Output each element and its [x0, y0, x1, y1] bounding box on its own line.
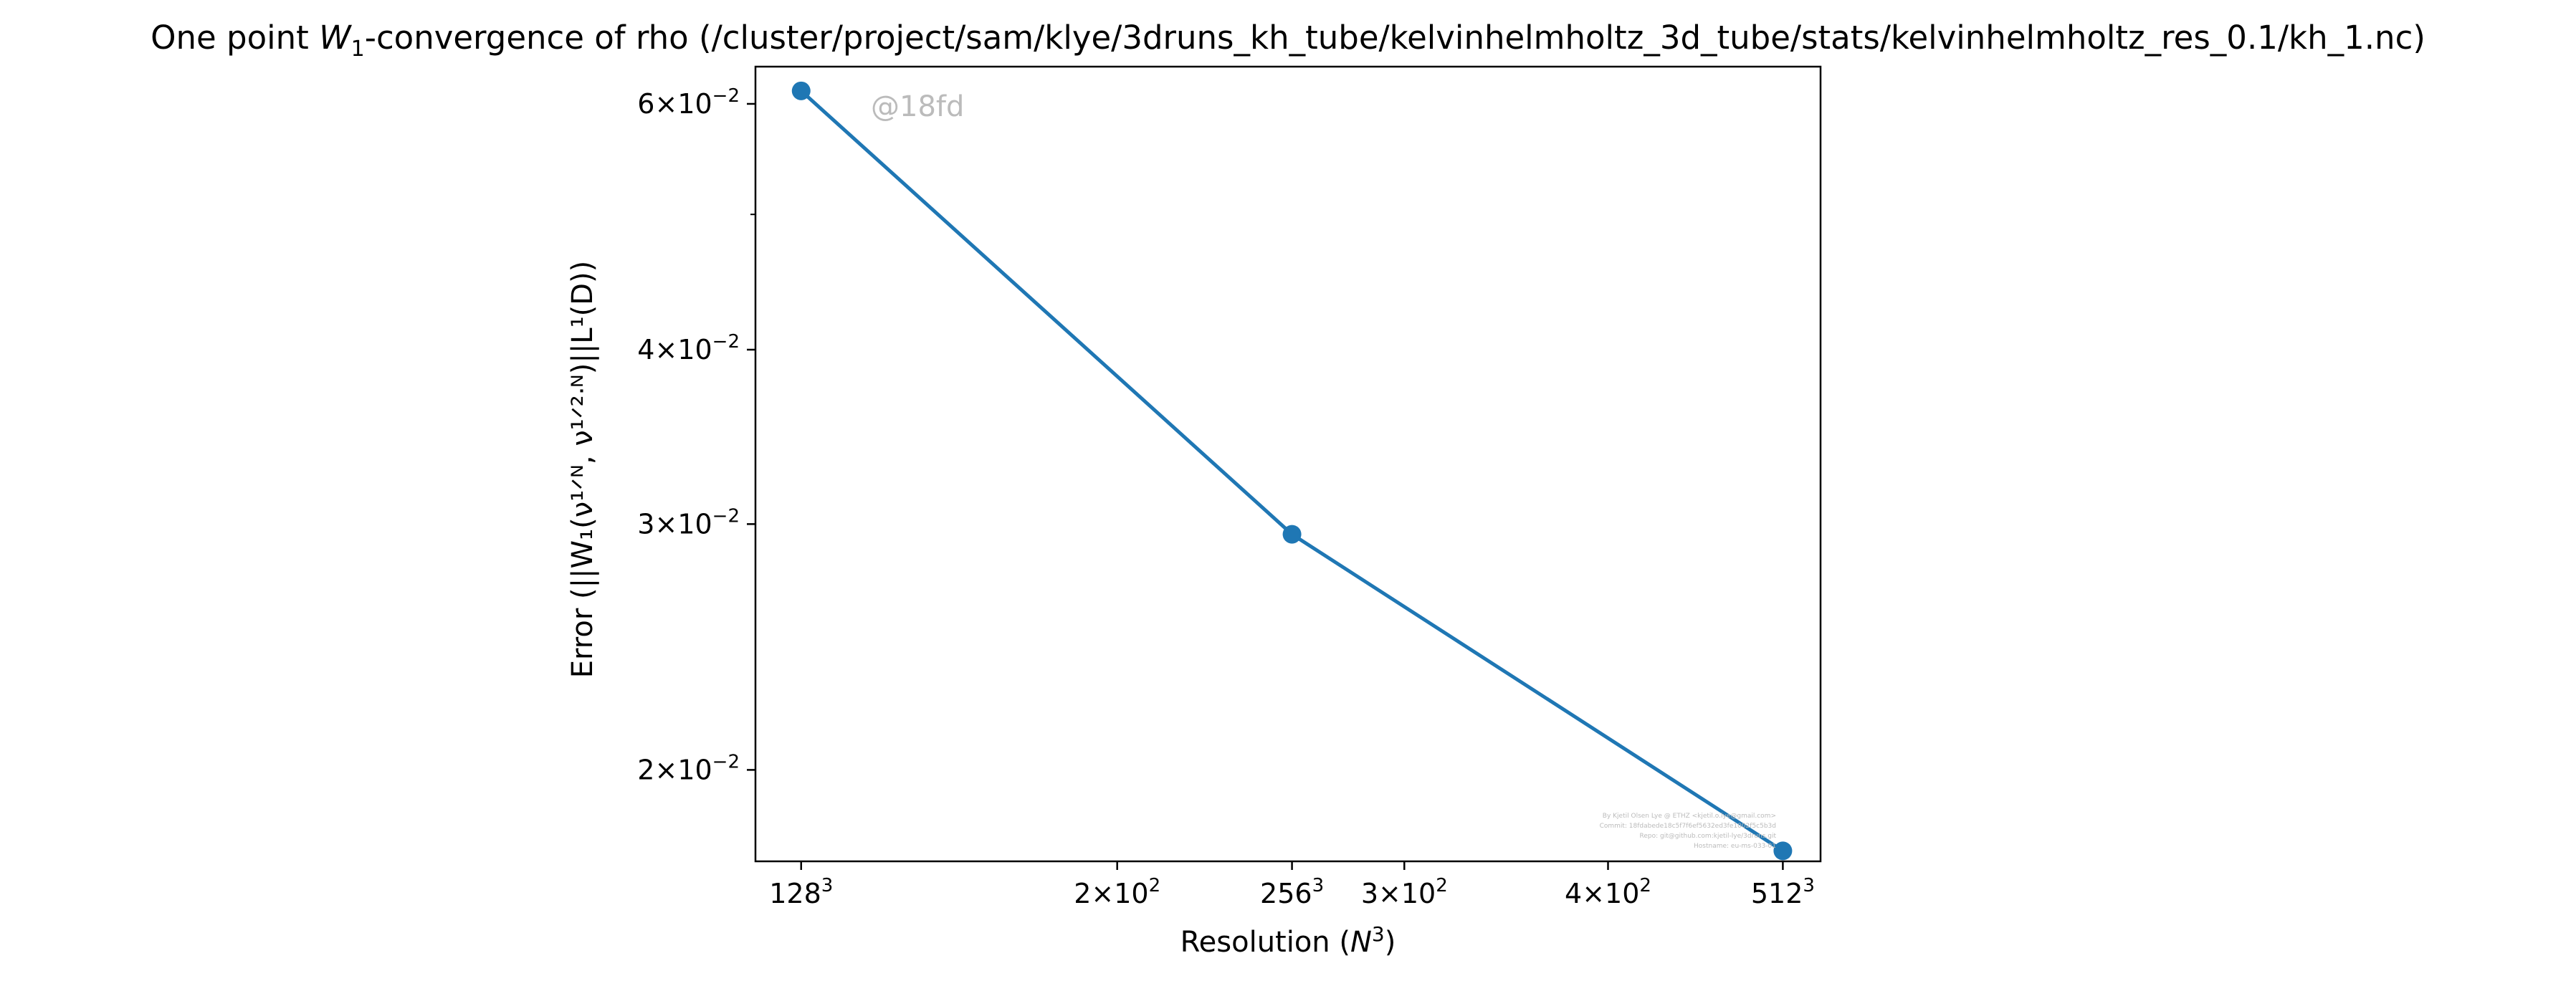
footer-line: By Kjetil Olsen Lye @ ETHZ <kjetil.o.lye…	[1603, 813, 1776, 820]
plot-area: 1283 2×102 2563 3×102 4×102 5123 2×10−2 3×10−2 4…	[637, 65, 1822, 909]
x-tick-label: 1283	[769, 875, 833, 909]
data-point	[791, 81, 811, 100]
series-line	[800, 89, 1784, 853]
watermark: @18fd	[871, 90, 964, 123]
y-tick-label: 2×10−2	[637, 751, 740, 785]
data-point	[1773, 841, 1793, 861]
x-tick-label: 2563	[1260, 875, 1324, 909]
x-tick-label: 2×102	[1074, 875, 1160, 909]
chart-title: One point W1-convergence of rho (/cluste…	[151, 19, 2425, 62]
y-tick-label: 3×10−2	[637, 505, 740, 540]
footer-line: Repo: git@github.com:kjetil-lye/3druns.g…	[1640, 833, 1777, 840]
x-tick-label: 5123	[1751, 875, 1815, 909]
footer-line: Commit: 18fdabede18c5f7f6ef5632ed3fe1002…	[1600, 823, 1776, 830]
y-axis-label: Error (||W₁(ν¹ᐟᴺ, ν¹ᐟ²ᐧᴺ)||L¹(D))	[566, 261, 599, 678]
y-tick-label: 6×10−2	[637, 85, 740, 120]
y-tick-label: 4×10−2	[637, 331, 740, 365]
data-point	[1282, 525, 1302, 544]
x-tick-label: 4×102	[1565, 875, 1651, 909]
footer-line: Hostname: eu-ms-033-01	[1694, 843, 1776, 850]
x-tick-label: 3×102	[1361, 875, 1448, 909]
x-axis-label: Resolution (N3)	[1180, 922, 1396, 959]
axes-frame	[754, 65, 1822, 863]
footer-credits: By Kjetil Olsen Lye @ ETHZ <kjetil.o.lye…	[1600, 813, 1777, 850]
